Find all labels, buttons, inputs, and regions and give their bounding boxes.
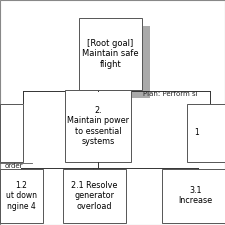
Bar [63, 169, 126, 223]
Text: [Root goal]
Maintain safe
flight: [Root goal] Maintain safe flight [82, 39, 139, 69]
Bar [65, 90, 130, 162]
Text: 1.2
ut down
ngine 4: 1.2 ut down ngine 4 [6, 181, 37, 211]
Text: order: order [4, 163, 23, 169]
Text: 2.
Maintain power
to essential
systems: 2. Maintain power to essential systems [67, 106, 129, 146]
Bar [0, 104, 22, 162]
Bar [187, 104, 225, 162]
Bar [79, 18, 142, 90]
Text: Plan: Perform si: Plan: Perform si [143, 91, 198, 97]
Text: 3.1
Increase: 3.1 Increase [179, 186, 213, 205]
Text: 1: 1 [194, 128, 199, 137]
Bar [87, 26, 150, 98]
Bar [162, 169, 225, 223]
Bar [0, 169, 43, 223]
Text: 2.1 Resolve
generator
overload: 2.1 Resolve generator overload [71, 181, 118, 211]
